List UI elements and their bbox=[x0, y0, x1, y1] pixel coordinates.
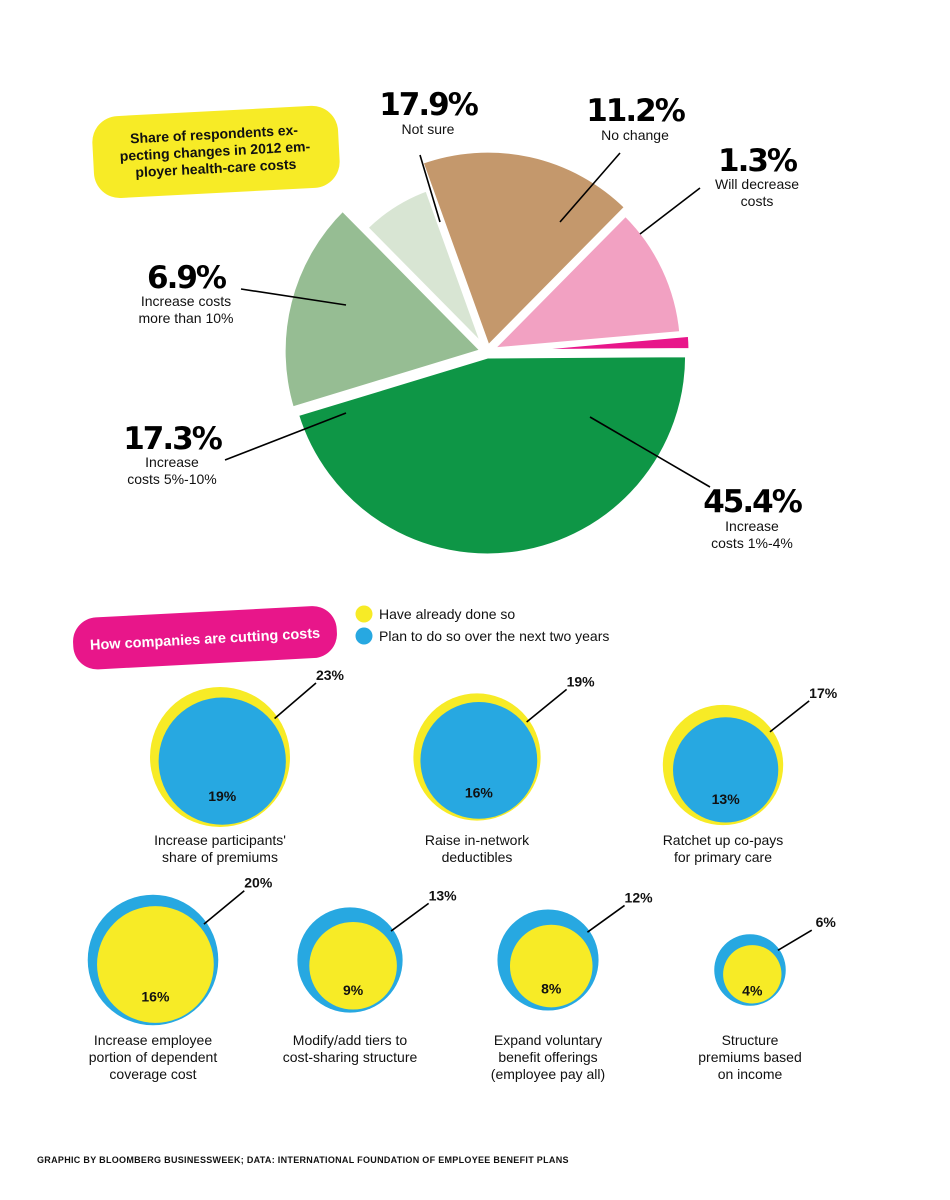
slice-label: costs bbox=[741, 193, 774, 209]
bubble-category-label: Modify/add tiers to bbox=[293, 1032, 408, 1048]
legend: Have already done so Plan to do so over t… bbox=[355, 605, 609, 645]
bubble-plan bbox=[673, 717, 779, 823]
legend-swatch bbox=[355, 627, 373, 645]
pie-slice-will-decrease-costs bbox=[488, 331, 694, 355]
pie-title-background bbox=[92, 105, 340, 199]
leader-line bbox=[559, 152, 621, 223]
bubble-already bbox=[97, 906, 214, 1023]
legend-label: Have already done so bbox=[379, 606, 515, 622]
slice-percent: 17.3% bbox=[123, 421, 222, 457]
pie-slice-not-sure bbox=[418, 147, 630, 351]
bubble-inner-value: 13% bbox=[712, 791, 741, 807]
bubble-category-label: Increase employee bbox=[94, 1032, 213, 1048]
pie-slice-increase-costs-1-4- bbox=[293, 352, 691, 559]
bubble-category-label: on income bbox=[718, 1066, 783, 1082]
bubble-already bbox=[309, 921, 397, 1010]
bubble-leader-line bbox=[777, 929, 813, 952]
slice-label: Increase costs bbox=[141, 293, 231, 309]
legend-swatch bbox=[355, 605, 373, 623]
pie-title-badge: Share of respondents ex-pecting changes … bbox=[92, 105, 340, 199]
bubble-leader-line bbox=[526, 688, 568, 723]
bubble-item: 23% 19% Increase participants'share of pre… bbox=[150, 667, 345, 865]
bubble-category-label: Ratchet up co-pays bbox=[663, 832, 784, 848]
bubble-inner-value: 19% bbox=[208, 788, 237, 804]
bubble-outer-value: 20% bbox=[244, 875, 273, 891]
bubble-title-badge: How companies are cutting costs bbox=[73, 606, 337, 670]
slice-percent: 11.2% bbox=[586, 93, 685, 129]
slice-label: Increase bbox=[725, 518, 779, 534]
bubble-category-label: portion of dependent bbox=[89, 1049, 218, 1065]
bubble-category-label: premiums based bbox=[698, 1049, 802, 1065]
bubble-leader-line bbox=[769, 700, 810, 733]
slice-percent: 6.9% bbox=[147, 260, 227, 296]
leader-line bbox=[240, 288, 347, 306]
slice-percent: 1.3% bbox=[718, 143, 798, 179]
bubble-inner-value: 4% bbox=[742, 982, 763, 998]
bubble-inner-value: 16% bbox=[141, 989, 170, 1005]
bubble-category-label: Increase participants' bbox=[154, 832, 286, 848]
bubble-category-label: benefit offerings bbox=[498, 1049, 597, 1065]
leader-line bbox=[639, 187, 701, 235]
slice-label: No change bbox=[601, 127, 669, 143]
pie-slice-increase-costs-more-than-10- bbox=[362, 186, 488, 352]
pie-chart: 17.9%Not sure 11.2%No change 1.3%Will decr… bbox=[123, 87, 805, 559]
bubble-leader-line bbox=[390, 902, 430, 932]
legend-label: Plan to do so over the next two years bbox=[379, 628, 609, 644]
slice-label: Increase bbox=[145, 454, 199, 470]
leader-line bbox=[224, 412, 347, 461]
slice-label: costs 5%-10% bbox=[127, 471, 216, 487]
bubble-plan bbox=[158, 697, 286, 825]
bubble-category-label: cost-sharing structure bbox=[283, 1049, 418, 1065]
slice-label: more than 10% bbox=[139, 310, 234, 326]
slice-percent: 17.9% bbox=[379, 87, 478, 123]
bubble-inner-value: 16% bbox=[465, 785, 494, 801]
bubble-outer-value: 17% bbox=[809, 685, 838, 701]
leader-line bbox=[419, 154, 441, 223]
bubble-inner-value: 9% bbox=[343, 982, 364, 998]
source-credit: GRAPHIC BY BLOOMBERG BUSINESSWEEK; DATA:… bbox=[37, 1155, 569, 1165]
bubble-inner-value: 8% bbox=[541, 981, 562, 997]
bubble-category-label: Expand voluntary bbox=[494, 1032, 602, 1048]
bubble-outer-value: 19% bbox=[567, 673, 596, 689]
bubble-already bbox=[509, 924, 593, 1008]
bubble-already bbox=[723, 945, 782, 1004]
bubble-category-label: for primary care bbox=[674, 849, 772, 865]
slice-label: Will decrease bbox=[715, 176, 799, 192]
bubble-outer-value: 12% bbox=[625, 889, 654, 905]
bubble-leader-line bbox=[274, 682, 317, 720]
bubble-category-label: coverage cost bbox=[109, 1066, 196, 1082]
pie-slice-no-change bbox=[488, 211, 685, 353]
slice-label: Not sure bbox=[402, 121, 455, 137]
bubble-title-background bbox=[73, 606, 337, 670]
slice-percent: 45.4% bbox=[703, 484, 802, 520]
bubble-outer-value: 23% bbox=[316, 667, 345, 683]
bubble-category-label: share of premiums bbox=[162, 849, 278, 865]
slice-label: costs 1%-4% bbox=[711, 535, 793, 551]
bubble-category-label: deductibles bbox=[442, 849, 513, 865]
pie-slice-increase-costs-5-10- bbox=[280, 206, 486, 412]
bubble-plan bbox=[420, 702, 538, 819]
bubble-category-label: (employee pay all) bbox=[491, 1066, 605, 1082]
bubble-category-label: Raise in-network bbox=[425, 832, 530, 848]
bubble-outer-value: 13% bbox=[429, 887, 458, 903]
bubble-category-label: Structure bbox=[722, 1032, 779, 1048]
bubble-leader-line bbox=[586, 904, 626, 933]
bubble-outer-value: 6% bbox=[816, 914, 837, 930]
leader-line bbox=[589, 416, 711, 488]
bubble-leader-line bbox=[203, 890, 245, 925]
